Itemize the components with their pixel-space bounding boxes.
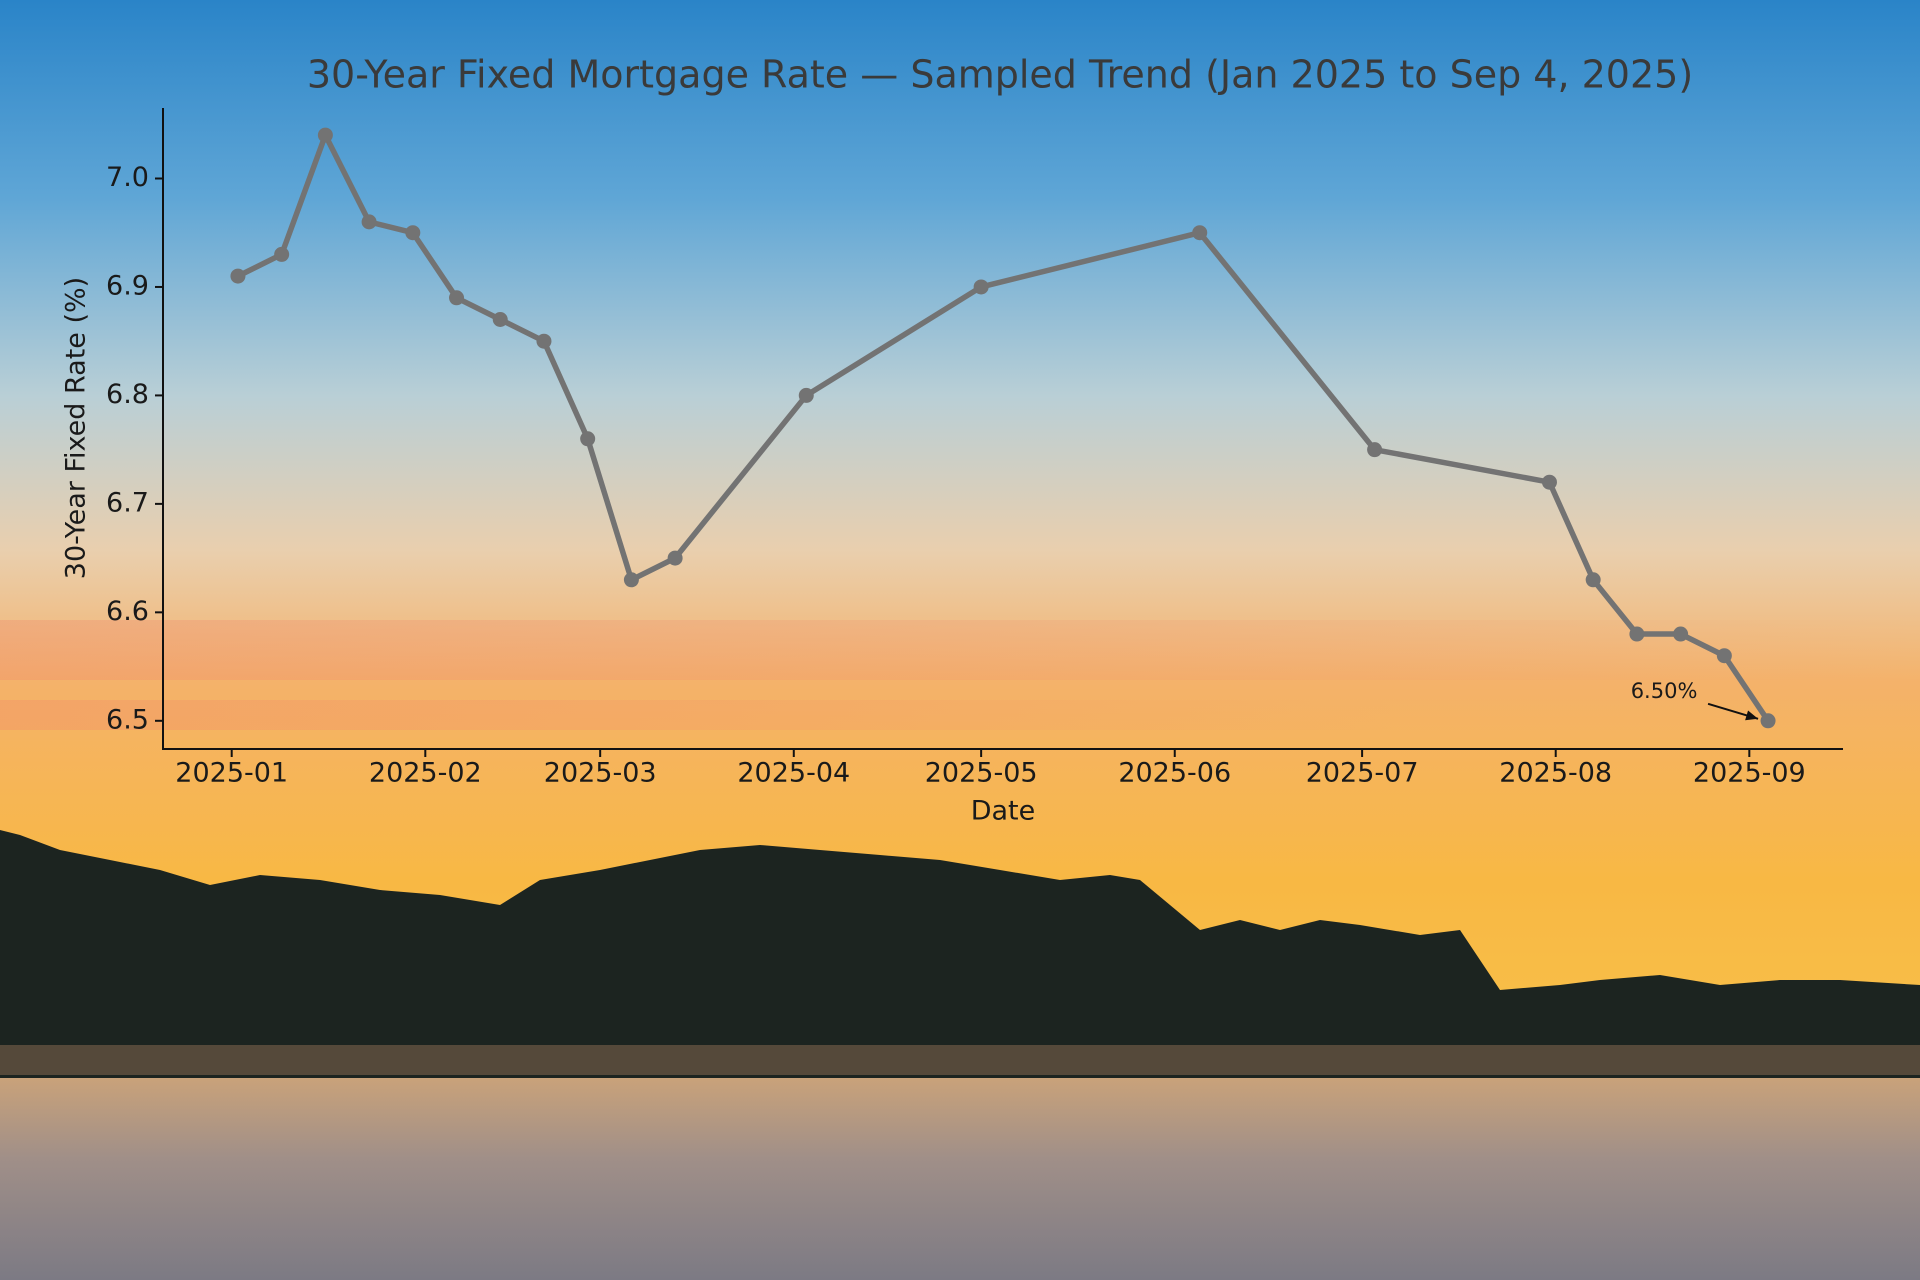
- y-tick-label: 6.5: [106, 704, 149, 735]
- x-tick-label: 2025-09: [1693, 758, 1806, 789]
- point: [1629, 626, 1645, 642]
- y-tick-label: 6.8: [106, 379, 149, 410]
- point: [623, 572, 639, 588]
- y-axis-label: 30-Year Fixed Rate (%): [61, 277, 92, 579]
- x-tick-label: 2025-07: [1306, 758, 1419, 789]
- point: [1367, 442, 1383, 458]
- point: [536, 333, 552, 349]
- arrow-head: [1745, 710, 1759, 721]
- point: [492, 311, 508, 327]
- x-tick-label: 2025-04: [737, 758, 850, 789]
- marsh: [0, 1045, 1920, 1075]
- y-tick-label: 6.7: [106, 487, 149, 518]
- point: [1585, 572, 1601, 588]
- point: [1760, 713, 1776, 729]
- point: [798, 387, 814, 403]
- point: [1192, 225, 1208, 241]
- point: [667, 550, 683, 566]
- chart-title: 30-Year Fixed Mortgage Rate — Sampled Tr…: [307, 53, 1693, 97]
- point: [580, 431, 596, 447]
- tree-line: [0, 830, 1920, 1080]
- point: [1716, 648, 1732, 664]
- x-tick-label: 2025-06: [1118, 758, 1231, 789]
- x-tick-label: 2025-08: [1499, 758, 1612, 789]
- y-tick-label: 6.6: [106, 596, 149, 627]
- cloud: [0, 620, 1920, 680]
- point: [317, 127, 333, 143]
- line: [236, 132, 1771, 723]
- x-tick-label: 2025-05: [925, 758, 1038, 789]
- cloud: [0, 700, 1400, 730]
- point: [1541, 474, 1557, 490]
- x-tick-label: 2025-02: [369, 758, 482, 789]
- y-tick-label: 7.0: [106, 162, 149, 193]
- point: [361, 214, 377, 230]
- point: [449, 290, 465, 306]
- point: [274, 246, 290, 262]
- y-tick-label: 6.9: [106, 270, 149, 301]
- x-axis-label: Date: [971, 796, 1036, 827]
- water: [0, 1078, 1920, 1280]
- point: [1673, 626, 1689, 642]
- point: [973, 279, 989, 295]
- point: [230, 268, 246, 284]
- annotation: 6.50%: [1631, 679, 1698, 703]
- x-tick-label: 2025-03: [544, 758, 657, 789]
- x-tick-label: 2025-01: [175, 758, 288, 789]
- point: [405, 225, 421, 241]
